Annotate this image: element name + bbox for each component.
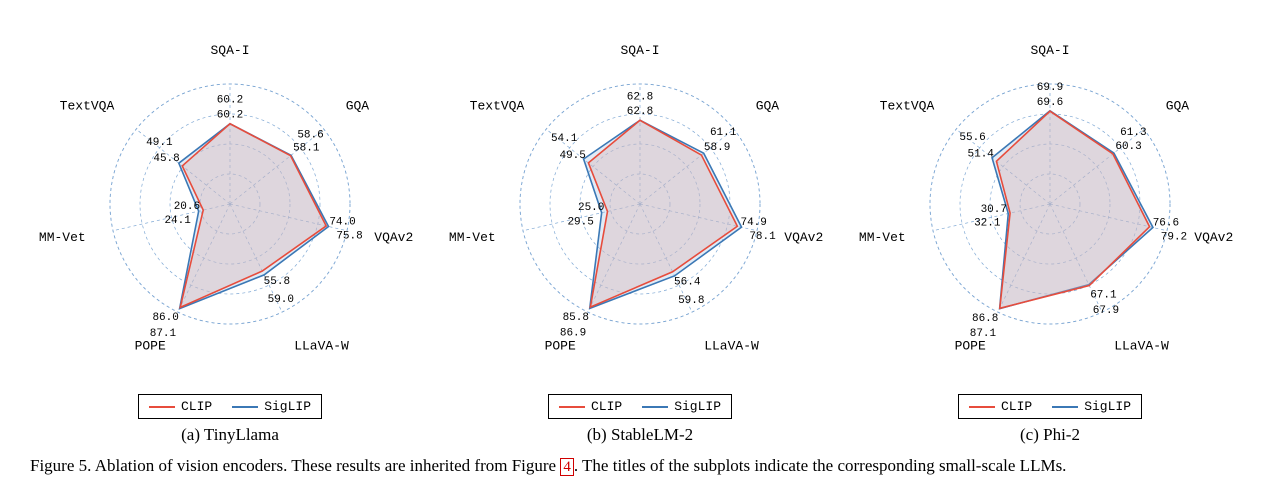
svg-text:69.6: 69.6: [1037, 97, 1063, 109]
subplot-title: (b) StableLM-2: [587, 425, 693, 445]
svg-text:58.6: 58.6: [297, 129, 323, 141]
svg-text:GQA: GQA: [346, 99, 370, 114]
svg-text:GQA: GQA: [1166, 99, 1190, 114]
svg-text:79.2: 79.2: [1161, 231, 1187, 243]
legend: CLIP SigLIP: [138, 394, 322, 419]
svg-text:POPE: POPE: [135, 338, 166, 353]
legend-label-siglip: SigLIP: [1084, 399, 1131, 414]
svg-text:59.8: 59.8: [678, 295, 704, 307]
caption-text-before: Ablation of vision encoders. These resul…: [95, 456, 561, 475]
svg-text:61.1: 61.1: [710, 127, 737, 139]
svg-text:LLaVA-W: LLaVA-W: [704, 338, 759, 353]
svg-text:24.1: 24.1: [164, 215, 191, 227]
legend: CLIP SigLIP: [548, 394, 732, 419]
svg-text:55.8: 55.8: [264, 276, 290, 288]
svg-text:59.0: 59.0: [268, 294, 294, 306]
svg-text:60.2: 60.2: [217, 110, 243, 122]
legend-item-siglip: SigLIP: [642, 399, 721, 414]
legend-label-clip: CLIP: [591, 399, 622, 414]
svg-text:78.1: 78.1: [749, 231, 776, 243]
svg-text:VQAv2: VQAv2: [784, 230, 823, 245]
svg-text:45.8: 45.8: [153, 153, 179, 165]
svg-text:POPE: POPE: [955, 338, 986, 353]
svg-text:LLaVA-W: LLaVA-W: [1114, 338, 1169, 353]
subplot-title: (c) Phi-2: [1020, 425, 1080, 445]
svg-text:GQA: GQA: [756, 99, 780, 114]
figure-number: Figure 5.: [30, 456, 91, 475]
legend-swatch-siglip: [1052, 406, 1078, 408]
figure-caption: Figure 5. Ablation of vision encoders. T…: [30, 455, 1234, 478]
legend-swatch-clip: [149, 406, 175, 408]
svg-text:55.6: 55.6: [959, 132, 985, 144]
svg-text:VQAv2: VQAv2: [1194, 230, 1233, 245]
svg-text:POPE: POPE: [545, 338, 576, 353]
svg-text:25.0: 25.0: [578, 202, 604, 214]
subplot-phi2: SQA-I GQA VQAv2 LLaVA-W POPE MM-Vet TextVQA 69.…: [850, 20, 1250, 445]
subplot-tinyllama: SQA-I GQA VQAv2 LLaVA-W POPE MM-Vet TextVQA 60.…: [30, 20, 430, 445]
svg-text:MM-Vet: MM-Vet: [859, 230, 906, 245]
svg-text:74.0: 74.0: [329, 217, 355, 229]
svg-text:TextVQA: TextVQA: [470, 99, 525, 114]
svg-text:86.8: 86.8: [972, 313, 998, 325]
svg-text:MM-Vet: MM-Vet: [449, 230, 496, 245]
svg-text:74.9: 74.9: [740, 217, 766, 229]
svg-text:49.5: 49.5: [559, 150, 585, 162]
svg-text:60.3: 60.3: [1115, 141, 1141, 153]
legend-swatch-siglip: [642, 406, 668, 408]
legend-label-clip: CLIP: [181, 399, 212, 414]
figure-ref-link[interactable]: 4: [560, 458, 574, 476]
svg-text:67.1: 67.1: [1090, 289, 1117, 301]
subplot-stablelm2: SQA-I GQA VQAv2 LLaVA-W POPE MM-Vet TextVQA 62.…: [440, 20, 840, 445]
svg-text:LLaVA-W: LLaVA-W: [294, 338, 349, 353]
legend-item-clip: CLIP: [559, 399, 622, 414]
legend-label-siglip: SigLIP: [264, 399, 311, 414]
legend-item-clip: CLIP: [149, 399, 212, 414]
svg-text:49.1: 49.1: [146, 137, 173, 149]
svg-text:86.9: 86.9: [560, 328, 586, 340]
svg-text:20.6: 20.6: [174, 201, 200, 213]
legend: CLIP SigLIP: [958, 394, 1142, 419]
svg-text:86.0: 86.0: [152, 312, 178, 324]
svg-text:69.9: 69.9: [1037, 82, 1063, 94]
svg-text:VQAv2: VQAv2: [374, 230, 413, 245]
figure-row: SQA-I GQA VQAv2 LLaVA-W POPE MM-Vet TextVQA 60.…: [30, 20, 1234, 445]
svg-text:60.2: 60.2: [217, 95, 243, 107]
svg-text:TextVQA: TextVQA: [60, 99, 115, 114]
caption-text-after: . The titles of the subplots indicate th…: [574, 456, 1067, 475]
radar-chart: SQA-I GQA VQAv2 LLaVA-W POPE MM-Vet TextVQA 60.…: [30, 20, 430, 400]
svg-text:32.1: 32.1: [974, 217, 1001, 229]
svg-text:SQA-I: SQA-I: [620, 43, 659, 58]
svg-text:67.9: 67.9: [1093, 305, 1119, 317]
radar-chart: SQA-I GQA VQAv2 LLaVA-W POPE MM-Vet TextVQA 69.…: [850, 20, 1250, 400]
svg-text:87.1: 87.1: [150, 328, 177, 340]
svg-text:61.3: 61.3: [1120, 127, 1146, 139]
radar-chart: SQA-I GQA VQAv2 LLaVA-W POPE MM-Vet TextVQA 62.…: [440, 20, 840, 400]
svg-text:76.6: 76.6: [1153, 217, 1179, 229]
svg-text:87.1: 87.1: [970, 328, 997, 340]
legend-swatch-clip: [559, 406, 585, 408]
svg-text:29.5: 29.5: [567, 217, 593, 229]
svg-text:62.8: 62.8: [627, 106, 653, 118]
svg-text:56.4: 56.4: [674, 277, 701, 289]
legend-swatch-siglip: [232, 406, 258, 408]
legend-swatch-clip: [969, 406, 995, 408]
svg-text:51.4: 51.4: [968, 148, 995, 160]
subplot-title: (a) TinyLlama: [181, 425, 279, 445]
svg-text:75.8: 75.8: [336, 230, 362, 242]
svg-text:MM-Vet: MM-Vet: [39, 230, 86, 245]
svg-text:58.1: 58.1: [293, 143, 320, 155]
svg-text:SQA-I: SQA-I: [210, 43, 249, 58]
svg-text:30.7: 30.7: [981, 204, 1007, 216]
svg-text:SQA-I: SQA-I: [1030, 43, 1069, 58]
legend-item-siglip: SigLIP: [232, 399, 311, 414]
svg-text:85.8: 85.8: [563, 312, 589, 324]
svg-text:TextVQA: TextVQA: [880, 99, 935, 114]
svg-text:62.8: 62.8: [627, 91, 653, 103]
legend-item-siglip: SigLIP: [1052, 399, 1131, 414]
legend-label-siglip: SigLIP: [674, 399, 721, 414]
legend-label-clip: CLIP: [1001, 399, 1032, 414]
legend-item-clip: CLIP: [969, 399, 1032, 414]
svg-text:58.9: 58.9: [704, 142, 730, 154]
svg-text:54.1: 54.1: [551, 133, 578, 145]
